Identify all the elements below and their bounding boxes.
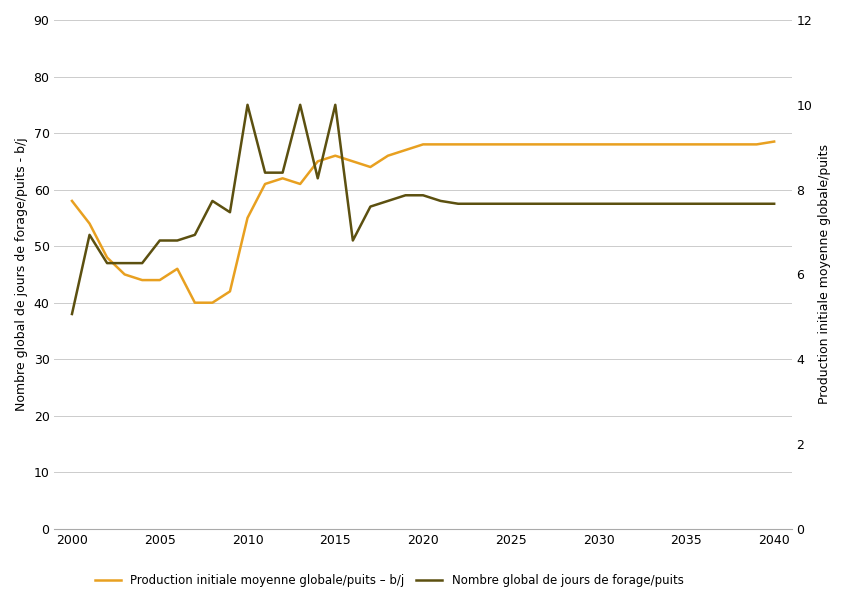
Production initiale moyenne globale/puits – b/j: [243, 214, 253, 222]
Nombre global de jours de forage/puits: [664, 200, 674, 207]
Production initiale moyenne globale/puits – b/j: [173, 265, 183, 272]
Nombre global de jours de forage/puits: [67, 310, 77, 318]
Production initiale moyenne globale/puits – b/j: [611, 141, 621, 148]
Production initiale moyenne globale/puits – b/j: [751, 141, 761, 148]
Nombre global de jours de forage/puits: [260, 169, 270, 176]
Production initiale moyenne globale/puits – b/j: [277, 175, 288, 182]
Production initiale moyenne globale/puits – b/j: [699, 141, 709, 148]
Production initiale moyenne globale/puits – b/j: [67, 198, 77, 205]
Nombre global de jours de forage/puits: [155, 237, 165, 244]
Production initiale moyenne globale/puits – b/j: [260, 181, 270, 188]
Nombre global de jours de forage/puits: [453, 200, 464, 207]
Production initiale moyenne globale/puits – b/j: [506, 141, 516, 148]
Nombre global de jours de forage/puits: [330, 101, 340, 109]
Production initiale moyenne globale/puits – b/j: [418, 141, 428, 148]
Line: Production initiale moyenne globale/puits – b/j: Production initiale moyenne globale/puit…: [72, 141, 774, 303]
Production initiale moyenne globale/puits – b/j: [646, 141, 656, 148]
Nombre global de jours de forage/puits: [524, 200, 534, 207]
Production initiale moyenne globale/puits – b/j: [629, 141, 639, 148]
Production initiale moyenne globale/puits – b/j: [119, 271, 129, 278]
Production initiale moyenne globale/puits – b/j: [576, 141, 586, 148]
Production initiale moyenne globale/puits – b/j: [330, 152, 340, 159]
Production initiale moyenne globale/puits – b/j: [155, 277, 165, 284]
Nombre global de jours de forage/puits: [137, 260, 147, 267]
Nombre global de jours de forage/puits: [717, 200, 727, 207]
Production initiale moyenne globale/puits – b/j: [594, 141, 604, 148]
Production initiale moyenne globale/puits – b/j: [453, 141, 464, 148]
Nombre global de jours de forage/puits: [119, 260, 129, 267]
Production initiale moyenne globale/puits – b/j: [365, 163, 376, 170]
Production initiale moyenne globale/puits – b/j: [295, 181, 305, 188]
Production initiale moyenne globale/puits – b/j: [734, 141, 744, 148]
Production initiale moyenne globale/puits – b/j: [717, 141, 727, 148]
Nombre global de jours de forage/puits: [769, 200, 779, 207]
Production initiale moyenne globale/puits – b/j: [488, 141, 498, 148]
Production initiale moyenne globale/puits – b/j: [383, 152, 393, 159]
Nombre global de jours de forage/puits: [751, 200, 761, 207]
Nombre global de jours de forage/puits: [348, 237, 358, 244]
Nombre global de jours de forage/puits: [681, 200, 691, 207]
Nombre global de jours de forage/puits: [734, 200, 744, 207]
Nombre global de jours de forage/puits: [190, 231, 200, 239]
Nombre global de jours de forage/puits: [277, 169, 288, 176]
Production initiale moyenne globale/puits – b/j: [558, 141, 569, 148]
Nombre global de jours de forage/puits: [576, 200, 586, 207]
Production initiale moyenne globale/puits – b/j: [348, 158, 358, 165]
Nombre global de jours de forage/puits: [295, 101, 305, 109]
Nombre global de jours de forage/puits: [365, 203, 376, 210]
Nombre global de jours de forage/puits: [506, 200, 516, 207]
Production initiale moyenne globale/puits – b/j: [400, 146, 410, 153]
Production initiale moyenne globale/puits – b/j: [313, 158, 323, 165]
Nombre global de jours de forage/puits: [629, 200, 639, 207]
Nombre global de jours de forage/puits: [699, 200, 709, 207]
Nombre global de jours de forage/puits: [207, 198, 217, 205]
Nombre global de jours de forage/puits: [611, 200, 621, 207]
Production initiale moyenne globale/puits – b/j: [102, 254, 113, 261]
Nombre global de jours de forage/puits: [470, 200, 481, 207]
Y-axis label: Nombre global de jours de forage/puits - b/j: Nombre global de jours de forage/puits -…: [15, 138, 28, 411]
Production initiale moyenne globale/puits – b/j: [436, 141, 446, 148]
Nombre global de jours de forage/puits: [243, 101, 253, 109]
Y-axis label: Production initiale moyenne globale/puits: Production initiale moyenne globale/puit…: [818, 144, 831, 405]
Nombre global de jours de forage/puits: [646, 200, 656, 207]
Legend: Production initiale moyenne globale/puits – b/j, Nombre global de jours de forag: Production initiale moyenne globale/puit…: [90, 570, 689, 592]
Production initiale moyenne globale/puits – b/j: [664, 141, 674, 148]
Nombre global de jours de forage/puits: [418, 191, 428, 199]
Nombre global de jours de forage/puits: [541, 200, 551, 207]
Production initiale moyenne globale/puits – b/j: [190, 299, 200, 306]
Nombre global de jours de forage/puits: [173, 237, 183, 244]
Nombre global de jours de forage/puits: [102, 260, 113, 267]
Production initiale moyenne globale/puits – b/j: [524, 141, 534, 148]
Production initiale moyenne globale/puits – b/j: [137, 277, 147, 284]
Nombre global de jours de forage/puits: [488, 200, 498, 207]
Nombre global de jours de forage/puits: [85, 231, 95, 239]
Production initiale moyenne globale/puits – b/j: [470, 141, 481, 148]
Line: Nombre global de jours de forage/puits: Nombre global de jours de forage/puits: [72, 105, 774, 314]
Production initiale moyenne globale/puits – b/j: [541, 141, 551, 148]
Nombre global de jours de forage/puits: [436, 198, 446, 205]
Production initiale moyenne globale/puits – b/j: [225, 288, 235, 295]
Production initiale moyenne globale/puits – b/j: [85, 220, 95, 227]
Nombre global de jours de forage/puits: [594, 200, 604, 207]
Production initiale moyenne globale/puits – b/j: [207, 299, 217, 306]
Production initiale moyenne globale/puits – b/j: [681, 141, 691, 148]
Nombre global de jours de forage/puits: [313, 175, 323, 182]
Nombre global de jours de forage/puits: [225, 208, 235, 216]
Nombre global de jours de forage/puits: [558, 200, 569, 207]
Nombre global de jours de forage/puits: [383, 198, 393, 205]
Production initiale moyenne globale/puits – b/j: [769, 138, 779, 145]
Nombre global de jours de forage/puits: [400, 191, 410, 199]
